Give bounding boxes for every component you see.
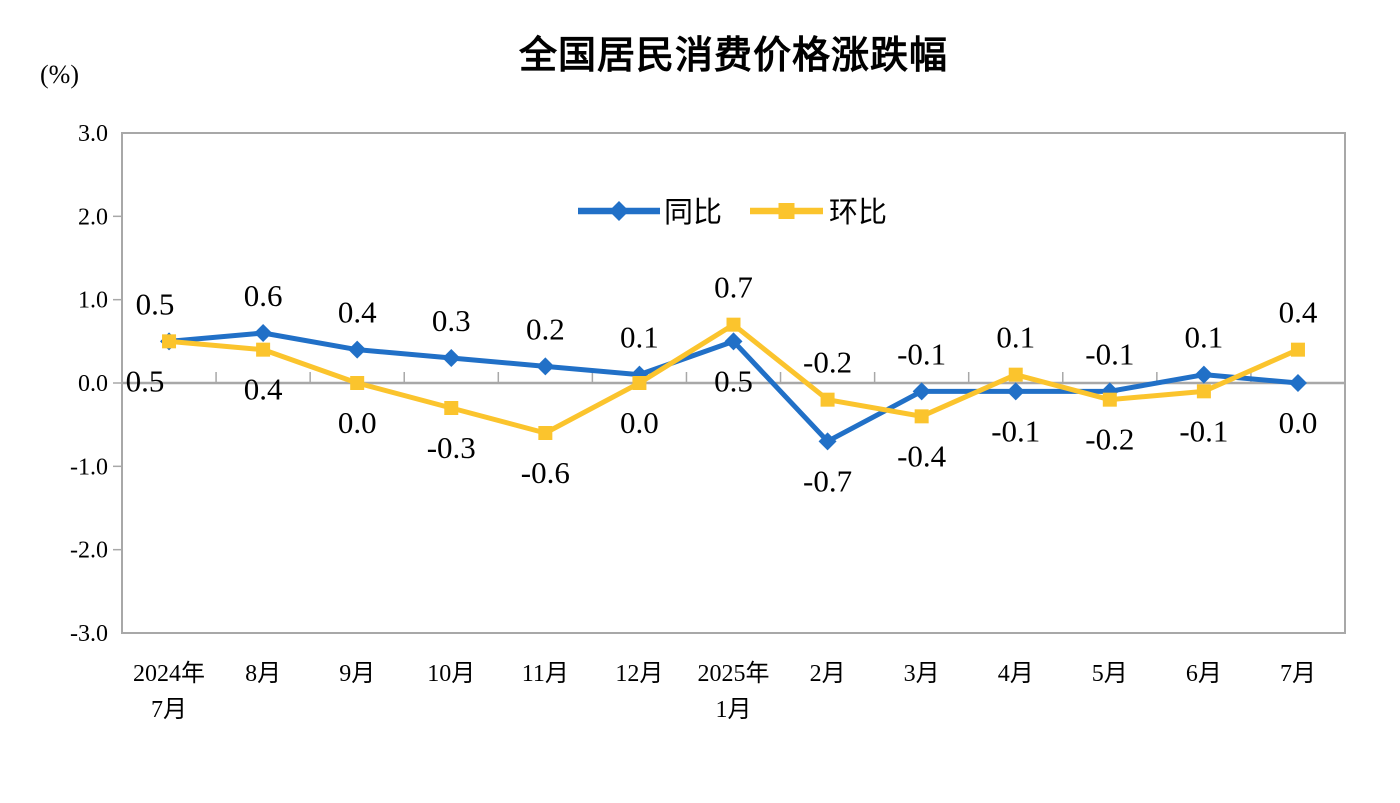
mom-data-point-marker bbox=[350, 376, 365, 390]
yoy-data-label: -0.7 bbox=[803, 463, 852, 498]
y-axis-labels: 3.0 2.0 1.0 0.0 -1.0 -2.0 -3.0 bbox=[70, 121, 108, 647]
legend-item-yoy: 同比 bbox=[578, 196, 722, 229]
mom-data-label: 0.1 bbox=[996, 320, 1035, 355]
mom-data-point-marker bbox=[444, 401, 459, 415]
x-axis-ticks bbox=[215, 372, 1252, 383]
yoy-data-point-marker bbox=[1288, 374, 1307, 392]
y-axis-ticks bbox=[113, 215, 122, 551]
yoy-data-label: 0.0 bbox=[1279, 405, 1318, 440]
legend-label: 同比 bbox=[664, 196, 722, 229]
x-axis-label: 5月 bbox=[1092, 661, 1128, 687]
y-axis-label: -2.0 bbox=[70, 538, 108, 564]
mom-data-label: -0.1 bbox=[1179, 413, 1228, 448]
x-axis-label: 2024年 bbox=[133, 660, 205, 687]
mom-data-point-marker bbox=[1102, 392, 1117, 407]
yoy-data-label: 0.1 bbox=[620, 320, 659, 355]
yoy-data-label: 0.6 bbox=[244, 278, 283, 313]
legend-square-marker bbox=[778, 203, 795, 219]
yoy-data-label: 0.2 bbox=[526, 311, 565, 346]
y-axis-label: 1.0 bbox=[78, 288, 108, 314]
mom-data-point-marker bbox=[914, 409, 929, 424]
x-axis-label: 3月 bbox=[904, 661, 940, 687]
x-axis-label: 8月 bbox=[245, 661, 281, 687]
y-axis-label: 0.0 bbox=[78, 371, 108, 397]
mom-data-label: -0.2 bbox=[803, 345, 852, 380]
x-axis-label: 6月 bbox=[1186, 661, 1222, 687]
mom-data-label: 0.4 bbox=[244, 372, 283, 407]
yoy-data-point-marker bbox=[442, 349, 461, 367]
legend-label: 环比 bbox=[829, 196, 887, 229]
mom-data-label: 0.0 bbox=[338, 405, 377, 440]
yoy-data-point-marker bbox=[348, 340, 367, 359]
y-axis-label: 2.0 bbox=[78, 204, 108, 230]
chart-title: 全国居民消费价格涨跌幅 bbox=[518, 33, 948, 77]
x-axis-label: 11月 bbox=[522, 661, 569, 687]
x-axis-label: 9月 bbox=[339, 661, 375, 687]
mom-data-label: 0.5 bbox=[126, 363, 165, 398]
mom-data-point-marker bbox=[1196, 384, 1211, 399]
x-axis-label: 4月 bbox=[998, 661, 1034, 687]
mom-data-label: 0.7 bbox=[714, 270, 753, 305]
mom-data-point-marker bbox=[1290, 342, 1305, 357]
x-axis-label: 7月 bbox=[1280, 661, 1316, 687]
x-axis-label: 10月 bbox=[427, 661, 475, 687]
mom-data-point-marker bbox=[538, 426, 553, 440]
legend-item-mom: 环比 bbox=[750, 196, 887, 229]
mom-data-label: -0.6 bbox=[521, 455, 570, 490]
x-axis-label: 12月 bbox=[615, 661, 663, 687]
mom-data-point-marker bbox=[162, 334, 177, 349]
mom-data-label: 0.0 bbox=[620, 405, 659, 440]
x-axis-label: 1月 bbox=[716, 697, 752, 723]
mom-data-point-marker bbox=[820, 392, 835, 407]
yoy-data-label: -0.1 bbox=[991, 413, 1040, 448]
yoy-data-point-marker bbox=[724, 332, 743, 351]
y-axis-label: -3.0 bbox=[70, 621, 108, 647]
yoy-data-point-marker bbox=[1006, 382, 1025, 401]
x-axis-labels: 2024年 7月 8月 9月 10月 11月 12月 2025年 1月 2月 3月 4月 5月 6月 7月 bbox=[133, 660, 1316, 723]
yoy-data-label: 0.5 bbox=[136, 286, 175, 321]
yoy-data-point-marker bbox=[536, 357, 555, 376]
yoy-data-label: 0.3 bbox=[432, 303, 471, 338]
yoy-data-point-marker bbox=[818, 432, 837, 451]
mom-data-point-marker bbox=[632, 376, 647, 390]
yoy-data-point-marker bbox=[1194, 365, 1213, 384]
y-axis-label: -1.0 bbox=[70, 454, 108, 480]
y-axis-unit-label: (%) bbox=[40, 60, 79, 89]
mom-data-point-marker bbox=[1008, 367, 1023, 382]
x-axis-label: 2月 bbox=[810, 661, 846, 687]
yoy-data-label: -0.1 bbox=[1085, 336, 1134, 371]
data-labels: 0.5 0.6 0.4 0.3 0.2 0.1 0.5 -0.7 -0.1 -0.1 -0.1 0.1… bbox=[126, 270, 1318, 499]
legend-diamond-marker bbox=[609, 201, 629, 221]
yoy-data-point-marker bbox=[254, 324, 273, 342]
mom-data-label: -0.4 bbox=[897, 438, 947, 473]
mom-data-point-marker bbox=[256, 342, 271, 357]
mom-data-label: -0.3 bbox=[427, 430, 476, 465]
y-axis-label: 3.0 bbox=[78, 121, 108, 147]
yoy-data-label: 0.5 bbox=[714, 363, 753, 398]
yoy-data-point-marker bbox=[912, 382, 931, 401]
mom-data-label: 0.4 bbox=[1279, 295, 1318, 330]
yoy-series bbox=[160, 324, 1307, 451]
yoy-data-label: 0.4 bbox=[338, 295, 377, 330]
legend: 同比 环比 bbox=[578, 196, 887, 229]
mom-data-label: -0.2 bbox=[1085, 422, 1134, 457]
x-axis-label: 2025年 bbox=[698, 660, 770, 687]
x-axis-label: 7月 bbox=[151, 697, 187, 723]
mom-data-point-marker bbox=[726, 317, 741, 332]
yoy-data-label: 0.1 bbox=[1185, 320, 1224, 355]
mom-series bbox=[162, 317, 1305, 440]
yoy-data-label: -0.1 bbox=[897, 336, 946, 371]
